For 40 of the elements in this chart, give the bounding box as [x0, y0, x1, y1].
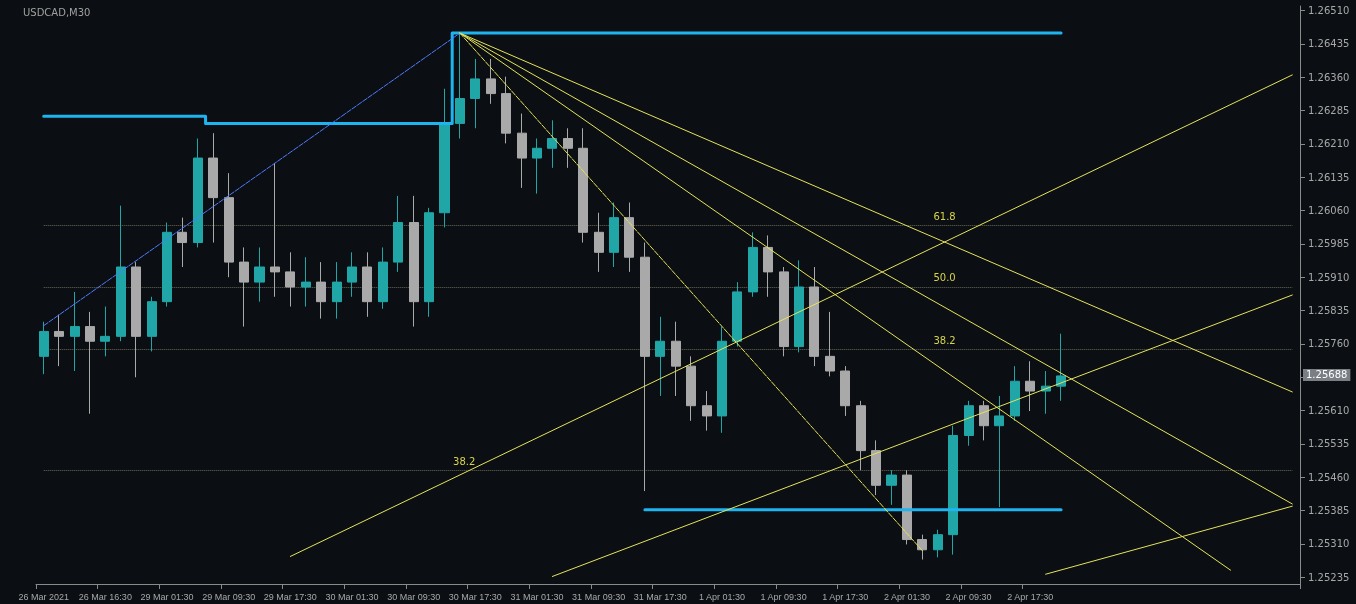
annotation: 38.2 — [453, 455, 476, 467]
y-tick-label: 1.25535 — [1308, 438, 1350, 450]
x-tick-label: 1 Apr 09:30 — [760, 591, 807, 602]
x-tick-label: 30 Mar 01:30 — [325, 591, 379, 602]
y-tick-label: 1.25985 — [1308, 238, 1350, 250]
y-tick-label: 1.26285 — [1308, 104, 1350, 116]
y-tick-label: 1.26060 — [1308, 205, 1350, 217]
x-tick-label: 1 Apr 01:30 — [698, 591, 745, 602]
y-tick-label: 1.26435 — [1308, 38, 1350, 50]
y-tick-label: 1.26360 — [1308, 71, 1350, 83]
x-tick-label: 2 Apr 09:30 — [945, 591, 992, 602]
x-tick-label: 29 Mar 09:30 — [202, 591, 256, 602]
y-tick-label: 1.25235 — [1308, 571, 1350, 583]
y-tick-label: 1.26135 — [1308, 171, 1350, 183]
y-tick-label: 1.25835 — [1308, 305, 1350, 317]
y-tick-label: 1.25610 — [1308, 405, 1350, 417]
x-tick-label: 26 Mar 2021 — [18, 591, 69, 602]
x-tick-label: 31 Mar 09:30 — [572, 591, 626, 602]
y-tick-label: 1.26210 — [1308, 138, 1350, 150]
x-tick-label: 31 Mar 01:30 — [510, 591, 564, 602]
y-tick-label: 1.26510 — [1308, 4, 1350, 16]
chart-title: USDCAD,M30 — [23, 6, 91, 18]
x-tick-label: 30 Mar 09:30 — [387, 591, 441, 602]
y-tick-label: 1.25910 — [1308, 271, 1350, 283]
annotation: 38.2 — [933, 334, 956, 346]
x-tick-label: 1 Apr 17:30 — [822, 591, 869, 602]
y-tick-label: 1.25760 — [1308, 338, 1350, 350]
x-tick-label: 26 Mar 16:30 — [78, 591, 132, 602]
annotation: 61.8 — [933, 211, 956, 223]
text: 1.25688 — [1306, 369, 1348, 381]
x-tick-label: 2 Apr 01:30 — [883, 591, 930, 602]
x-tick-label: 29 Mar 01:30 — [140, 591, 194, 602]
x-tick-label: 2 Apr 17:30 — [1007, 591, 1054, 602]
x-tick-label: 31 Mar 17:30 — [633, 591, 687, 602]
y-tick-label: 1.25460 — [1308, 471, 1350, 483]
x-tick-label: 30 Mar 17:30 — [448, 591, 502, 602]
annotation: 50.0 — [933, 272, 956, 284]
y-tick-label: 1.25385 — [1308, 505, 1350, 517]
x-tick-label: 29 Mar 17:30 — [263, 591, 317, 602]
y-tick-label: 1.25310 — [1308, 538, 1350, 550]
